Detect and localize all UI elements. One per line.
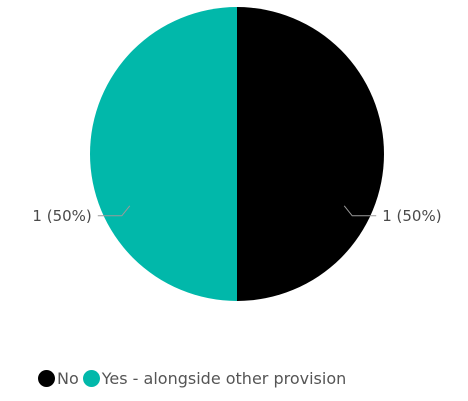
legend-swatch-yes bbox=[82, 370, 100, 387]
legend-swatch-no bbox=[38, 370, 55, 387]
leader-line-no bbox=[343, 205, 377, 217]
legend-label-yes: Yes - alongside other provision bbox=[101, 369, 347, 388]
legend-item-no[interactable]: No bbox=[38, 369, 79, 388]
leader-line-yes bbox=[97, 205, 131, 217]
legend-label-no: No bbox=[57, 369, 79, 388]
data-label-no: 1 (50%) bbox=[382, 207, 441, 225]
pie-slice-no[interactable] bbox=[237, 7, 384, 301]
pie-slice-yes[interactable] bbox=[90, 7, 237, 301]
data-label-yes: 1 (50%) bbox=[32, 207, 91, 225]
chart-legend: No Yes - alongside other provision bbox=[38, 369, 350, 388]
legend-item-yes[interactable]: Yes - alongside other provision bbox=[82, 369, 347, 388]
